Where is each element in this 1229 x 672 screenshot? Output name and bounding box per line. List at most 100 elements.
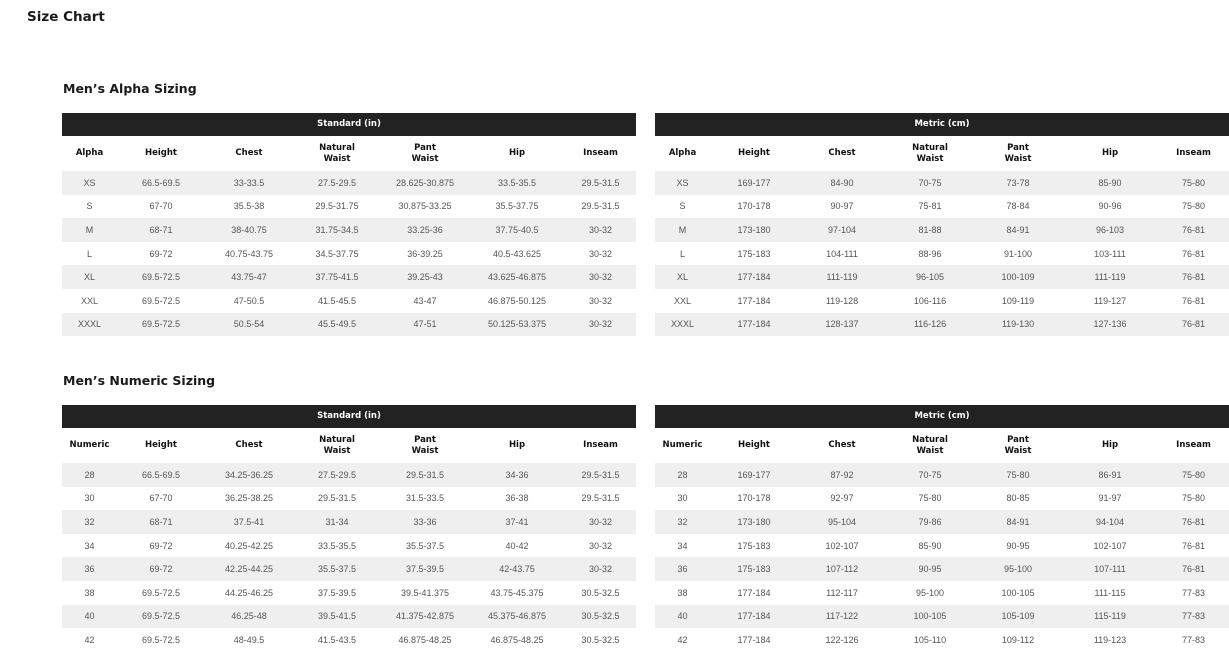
measurement-cell: 30-32 [588,295,613,306]
measurement-cell: 31.5-33.5 [405,493,445,504]
table-row: S 170-178 90-97 75-81 78-84 90-96 75-80 [655,195,1229,219]
measurement-cell: 169-177 [737,177,771,188]
column-header: Natural Waist [912,142,948,164]
measurement-cell: 31.75-34.5 [315,224,359,235]
measurement-cell: 50.5-54 [233,319,265,330]
measurement-cell: 76-81 [1181,295,1206,306]
table-row: XXL 69.5-72.5 47-50.5 41.5-45.5 43-47 46.875-… [62,289,636,313]
measurement-cell: 69.5-72.5 [141,587,181,598]
measurement-cell: 30-32 [588,248,613,259]
measurement-cell: 30-32 [588,564,613,575]
measurement-cell: 105-110 [913,634,947,645]
column-header: Pant Waist [1004,142,1032,164]
measurement-cell: 47-50.5 [233,295,265,306]
measurement-cell: 35.5-38 [233,201,265,212]
measurement-cell: 46.25-48 [231,611,267,622]
measurement-cell: 69.5-72.5 [141,319,181,330]
measurement-cell: 29.5-31.5 [581,469,620,480]
measurement-cell: 46.875-48.25 [490,634,544,645]
header-row: Numeric Height Chest Natural Waist Pant Wais… [62,428,636,463]
measurement-cell: 70-75 [918,469,942,480]
measurement-cell: 33-36 [413,516,437,527]
size-label-cell: XS [676,177,689,188]
measurement-cell: 175-183 [737,540,771,551]
measurement-cell: 119-127 [1093,295,1127,306]
size-label-cell: 38 [84,587,95,598]
measurement-cell: 128-137 [825,319,859,330]
table-row: M 68-71 38-40.75 31.75-34.5 33.25-36 37.75-40… [62,218,636,242]
measurement-cell: 91-97 [1098,493,1122,504]
measurement-cell: 75-81 [918,201,942,212]
column-header: Chest [828,148,856,158]
measurement-cell: 75-80 [1006,469,1030,480]
measurement-cell: 173-180 [737,516,771,527]
measurement-cell: 100-109 [1001,272,1035,283]
measurement-cell: 67-70 [149,493,173,504]
measurement-cell: 39.5-41.5 [317,611,357,622]
metric-size-table: Metric (cm) Numeric Height Chest Natural Wai… [655,405,1229,652]
measurement-cell: 104-111 [826,248,858,259]
measurement-cell: 40.75-43.75 [224,248,274,259]
measurement-cell: 30-32 [588,540,613,551]
column-header: Pant Waist [411,434,439,456]
measurement-cell: 75-80 [1181,493,1206,504]
measurement-cell: 177-184 [737,611,771,622]
size-label-cell: XXXL [670,319,694,330]
measurement-cell: 42.25-44.25 [224,564,274,575]
measurement-cell: 29.5-31.5 [581,201,620,212]
measurement-cell: 76-81 [1181,540,1206,551]
size-label-cell: XS [83,177,96,188]
measurement-cell: 175-183 [737,564,771,575]
measurement-cell: 30-32 [588,272,613,283]
measurement-cell: 169-177 [737,469,771,480]
table-row: 38 177-184 112-117 95-100 100-105 111-115 77-8… [655,581,1229,605]
measurement-cell: 37.5-41 [233,516,265,527]
column-header: Numeric [662,440,703,450]
measurement-cell: 90-96 [1098,201,1122,212]
measurement-cell: 76-81 [1181,516,1206,527]
measurement-cell: 115-119 [1094,611,1126,622]
size-label-cell: M [85,224,94,235]
header-row: Numeric Height Chest Natural Waist Pant Wais… [655,428,1229,463]
column-header: Pant Waist [1004,434,1032,456]
measurement-cell: 46.875-50.125 [487,295,547,306]
column-header: Height [738,440,770,450]
table-row: 36 69-72 42.25-44.25 35.5-37.5 37.5-39.5 42-4… [62,557,636,581]
measurement-cell: 29.5-31.5 [405,469,445,480]
measurement-cell: 84-91 [1006,224,1030,235]
measurement-cell: 177-184 [737,319,771,330]
measurement-cell: 33.5-35.5 [317,540,357,551]
table-row: M 173-180 97-104 81-88 84-91 96-103 76-81 [655,218,1229,242]
table-row: L 175-183 104-111 88-96 91-100 103-111 76-81 [655,242,1229,266]
measurement-cell: 29.5-31.5 [581,177,620,188]
table-row: XS 66.5-69.5 33-33.5 27.5-29.5 28.625-30.875… [62,171,636,195]
measurement-cell: 90-95 [1006,540,1030,551]
column-header: Natural Waist [319,142,355,164]
measurement-cell: 45.375-46.875 [487,611,547,622]
size-label-cell: 42 [677,634,688,645]
measurement-cell: 37.75-41.5 [315,272,359,283]
section-title: Men’s Alpha Sizing [63,81,197,96]
measurement-cell: 95-104 [827,516,857,527]
standard-size-table: Standard (in) Numeric Height Chest Natural W… [62,405,636,652]
measurement-cell: 30.5-32.5 [581,611,620,622]
column-header: Alpha [75,148,104,158]
measurement-cell: 117-122 [825,611,859,622]
measurement-cell: 48-49.5 [233,634,265,645]
measurement-cell: 35.5-37.5 [317,564,357,575]
measurement-cell: 36-39.25 [407,248,443,259]
measurement-cell: 69.5-72.5 [141,295,181,306]
measurement-cell: 43-47 [413,295,437,306]
table-row: 36 175-183 107-112 90-95 95-100 107-111 76-81 [655,557,1229,581]
table-row: 42 69.5-72.5 48-49.5 41.5-43.5 46.875-48.25 4… [62,628,636,652]
measurement-cell: 42-43.75 [499,564,535,575]
column-header: Numeric [69,440,110,450]
size-label-cell: 34 [84,540,95,551]
measurement-cell: 79-86 [918,516,942,527]
section-title: Men’s Numeric Sizing [63,373,216,388]
size-label-cell: 36 [84,564,95,575]
measurement-cell: 43.75-45.375 [490,587,544,598]
size-label-cell: L [679,248,685,259]
column-header: Height [738,148,770,158]
measurement-cell: 67-70 [149,201,173,212]
